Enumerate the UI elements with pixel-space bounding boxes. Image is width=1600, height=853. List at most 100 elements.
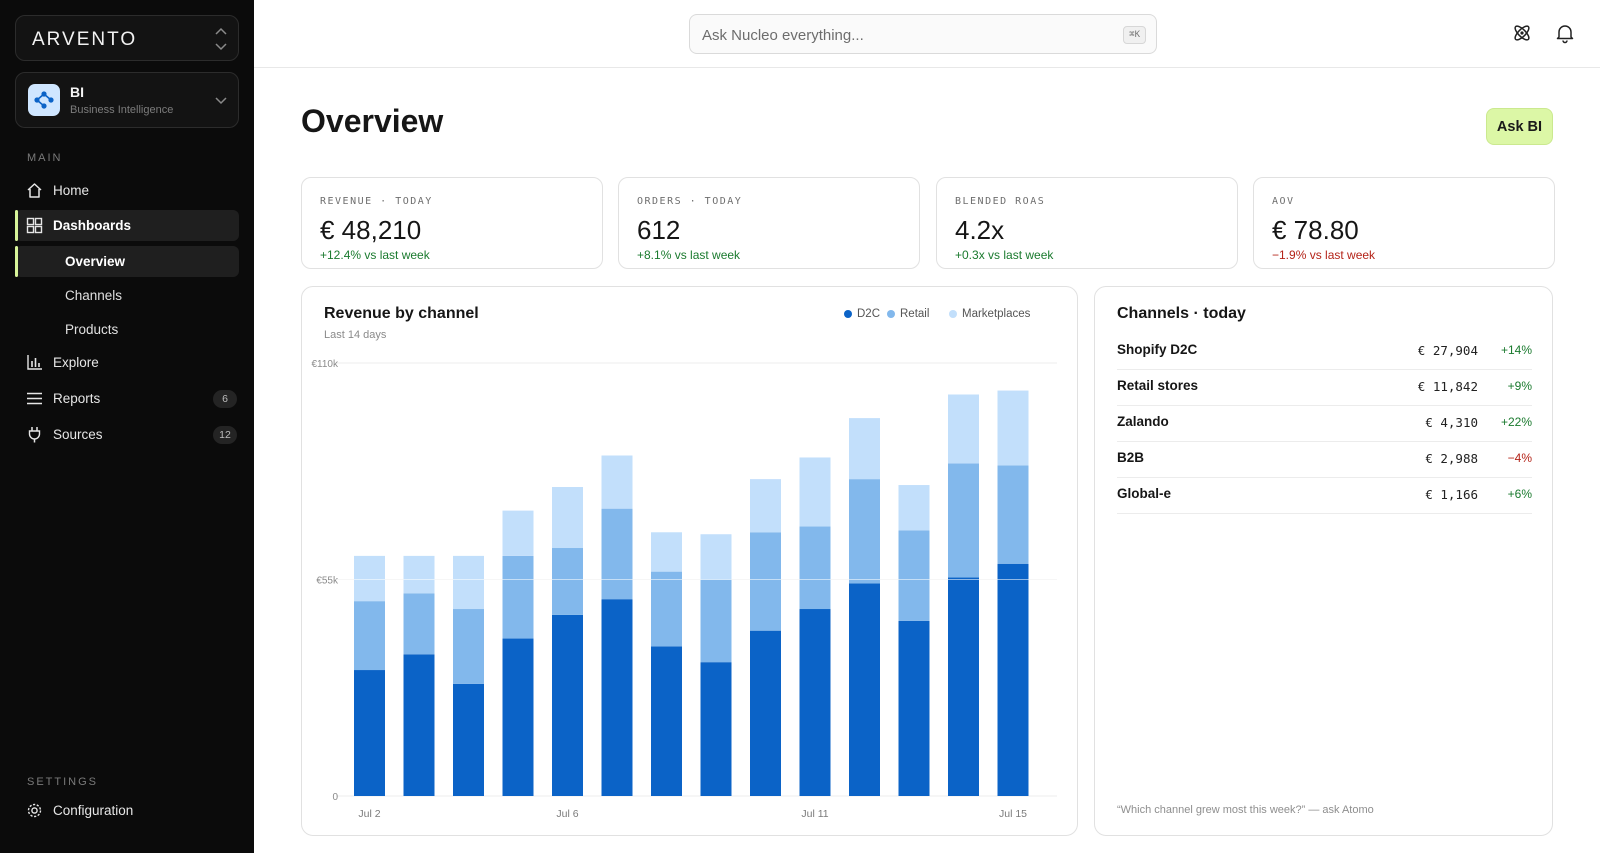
sidebar-item-reports[interactable]: Reports 6 xyxy=(15,383,239,414)
bar-segment-marketplaces[interactable] xyxy=(354,555,385,602)
sidebar-subitem-overview[interactable]: Overview xyxy=(15,246,239,277)
bar-segment-retail[interactable] xyxy=(750,532,781,631)
bar-segment-retail[interactable] xyxy=(403,593,435,655)
sidebar-subitem-channels[interactable]: Channels xyxy=(15,280,239,311)
sidebar-item-dashboards[interactable]: Dashboards xyxy=(15,210,239,241)
bar-segment-retail[interactable] xyxy=(552,548,583,615)
bar-segment-retail[interactable] xyxy=(651,571,682,647)
page-title: Overview xyxy=(301,103,444,139)
bar-segment-marketplaces[interactable] xyxy=(849,418,880,480)
bar-segment-retail[interactable] xyxy=(849,479,880,584)
channel-delta: +14% xyxy=(1500,343,1532,357)
channel-name: Retail stores xyxy=(1117,378,1199,393)
bar-segment-d2c[interactable] xyxy=(453,683,484,796)
kpi-card-roas[interactable]: BLENDED ROAS 4.2x +0.3x vs last week xyxy=(936,177,1238,269)
bar-segment-marketplaces[interactable] xyxy=(948,394,979,464)
bar-segment-marketplaces[interactable] xyxy=(601,455,633,509)
bar-segment-marketplaces[interactable] xyxy=(651,532,682,572)
revenue-chart-card: Revenue by channel Last 14 days D2C Reta… xyxy=(301,286,1078,836)
sidebar-item-configuration[interactable]: Configuration xyxy=(15,795,239,826)
bar-segment-marketplaces[interactable] xyxy=(997,390,1029,466)
brand-switcher[interactable]: ARVENTO xyxy=(15,15,239,61)
kpi-card-aov[interactable]: AOV € 78.80 −1.9% vs last week xyxy=(1253,177,1555,269)
channel-row[interactable]: Retail stores € 11,842 +9% xyxy=(1117,370,1532,406)
y-tick-label: €55k xyxy=(316,576,339,587)
search-input[interactable] xyxy=(702,24,1102,46)
ask-bi-button[interactable]: Ask BI xyxy=(1486,108,1553,145)
y-tick-label: 0 xyxy=(332,792,338,803)
workspace-switcher[interactable]: BI Business Intelligence xyxy=(15,72,239,128)
channel-row[interactable]: B2B € 2,988 −4% xyxy=(1117,442,1532,478)
ask-hint: “Which channel grew most this week?” — a… xyxy=(1117,804,1374,816)
legend-label: Marketplaces xyxy=(962,308,1031,320)
bar-segment-marketplaces[interactable] xyxy=(750,479,781,533)
legend-label: D2C xyxy=(857,308,881,320)
channels-title: Channels · today xyxy=(1117,305,1246,322)
kpi-delta: +0.3x vs last week xyxy=(955,248,1054,262)
kpi-delta: −1.9% vs last week xyxy=(1272,248,1376,262)
sidebar-item-label: Reports xyxy=(53,391,101,406)
bar-segment-retail[interactable] xyxy=(601,508,633,600)
sidebar-item-label: Explore xyxy=(53,355,99,370)
channel-row[interactable]: Shopify D2C € 27,904 +14% xyxy=(1117,334,1532,370)
revenue-chart: €110k €55k 0 Jul 2 Jul 6 Jul 11 Jul 15 xyxy=(311,359,1057,820)
bar-segment-d2c[interactable] xyxy=(651,646,682,796)
sidebar-item-label: Overview xyxy=(65,254,126,269)
bar-segment-marketplaces[interactable] xyxy=(898,485,930,531)
kpi-label: REVENUE · TODAY xyxy=(320,196,433,207)
bell-icon[interactable] xyxy=(1554,22,1576,44)
bar-segment-retail[interactable] xyxy=(898,530,930,621)
bar-segment-retail[interactable] xyxy=(948,463,979,578)
gear-icon xyxy=(27,803,42,818)
bar-segment-d2c[interactable] xyxy=(502,638,534,796)
atom-icon[interactable] xyxy=(1511,22,1533,44)
kpi-card-orders[interactable]: ORDERS · TODAY 612 +8.1% vs last week xyxy=(618,177,920,269)
bar-segment-d2c[interactable] xyxy=(552,614,583,796)
chart-subtitle: Last 14 days xyxy=(324,329,387,341)
channel-name: Zalando xyxy=(1117,414,1169,429)
sidebar-item-explore[interactable]: Explore xyxy=(15,347,239,378)
bar-segment-retail[interactable] xyxy=(453,609,484,684)
channel-value: € 1,166 xyxy=(1425,487,1478,502)
bar-segment-retail[interactable] xyxy=(354,601,385,671)
channel-name: B2B xyxy=(1117,450,1145,465)
bar-segment-d2c[interactable] xyxy=(700,662,732,796)
bar-segment-marketplaces[interactable] xyxy=(403,555,435,594)
bar-segment-d2c[interactable] xyxy=(601,599,633,796)
bar-segment-marketplaces[interactable] xyxy=(799,457,831,527)
bar-segment-d2c[interactable] xyxy=(898,620,930,796)
plug-icon xyxy=(28,427,41,443)
section-label-settings: SETTINGS xyxy=(27,776,99,788)
search-box[interactable]: ⌘K xyxy=(689,14,1157,54)
bar-segment-d2c[interactable] xyxy=(354,670,385,796)
chevron-up-down-icon xyxy=(215,27,227,51)
sidebar-item-home[interactable]: Home xyxy=(15,175,239,206)
bar-segment-d2c[interactable] xyxy=(948,577,979,796)
channel-row[interactable]: Zalando € 4,310 +22% xyxy=(1117,406,1532,442)
sidebar-item-label: Channels xyxy=(65,288,123,303)
channel-delta: −4% xyxy=(1507,451,1532,465)
sidebar-subitem-products[interactable]: Products xyxy=(15,314,239,345)
sidebar-item-sources[interactable]: Sources 12 xyxy=(15,419,239,450)
bar-segment-marketplaces[interactable] xyxy=(700,534,732,580)
channels-card: Channels · today Shopify D2C € 27,904 +1… xyxy=(1094,286,1553,836)
bar-segment-d2c[interactable] xyxy=(997,563,1029,796)
bar-segment-retail[interactable] xyxy=(502,555,534,639)
bar-segment-retail[interactable] xyxy=(799,526,831,610)
bar-segment-d2c[interactable] xyxy=(849,583,880,796)
bar-segment-marketplaces[interactable] xyxy=(502,510,534,556)
kpi-delta: +8.1% vs last week xyxy=(637,248,741,262)
bar-segment-retail[interactable] xyxy=(997,465,1029,564)
channel-row[interactable]: Global-e € 1,166 +6% xyxy=(1117,478,1532,514)
kpi-card-revenue[interactable]: REVENUE · TODAY € 48,210 +12.4% vs last … xyxy=(301,177,603,269)
bar-segment-marketplaces[interactable] xyxy=(552,486,583,549)
bar-segment-d2c[interactable] xyxy=(750,630,781,796)
channel-delta: +6% xyxy=(1507,487,1532,501)
bar-segment-d2c[interactable] xyxy=(799,609,831,796)
bar-segment-d2c[interactable] xyxy=(403,654,435,796)
bar-segment-retail[interactable] xyxy=(700,579,732,663)
kpi-delta: +12.4% vs last week xyxy=(320,248,430,262)
bar-segment-marketplaces[interactable] xyxy=(453,555,484,610)
x-tick-label: Jul 11 xyxy=(801,808,828,820)
kpi-value: 612 xyxy=(637,215,681,245)
